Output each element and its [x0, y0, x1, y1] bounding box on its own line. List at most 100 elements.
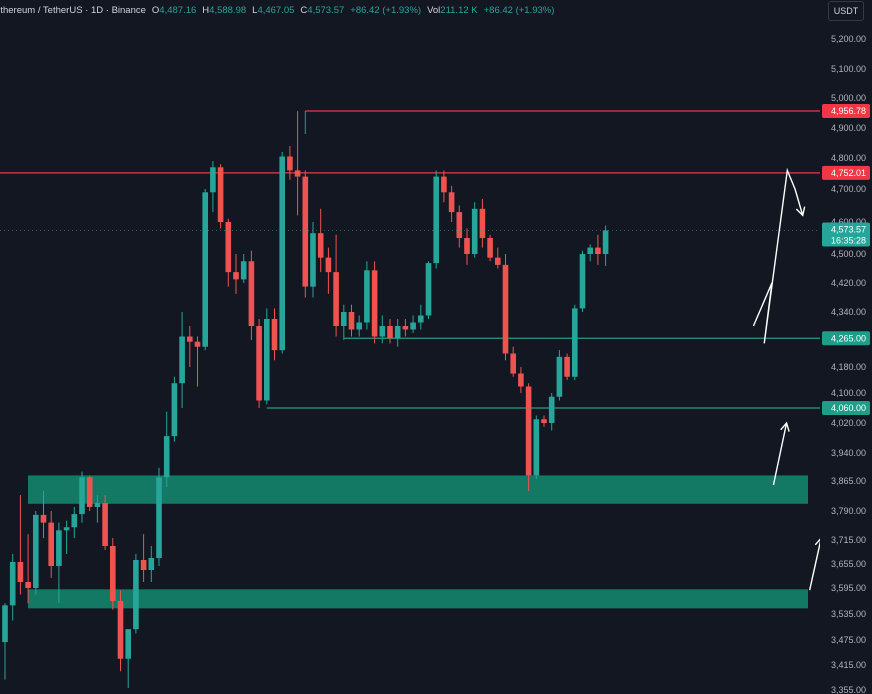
candle: [56, 522, 62, 604]
candle-body: [264, 319, 270, 401]
y-tick-label: 4,180.00: [831, 362, 866, 372]
candle: [187, 326, 193, 367]
y-tick-label: 3,790.00: [831, 506, 866, 516]
candle-body: [217, 167, 224, 222]
candle-body: [325, 257, 332, 273]
candle: [110, 538, 116, 610]
candle-body: [125, 629, 131, 659]
candle-body: [225, 222, 232, 273]
support-zone-1: [28, 475, 808, 504]
candle-body: [48, 522, 54, 566]
candle: [325, 247, 332, 294]
candle-body: [9, 562, 16, 606]
candle: [402, 319, 409, 337]
candle-body: [2, 605, 8, 643]
candle-body: [556, 356, 563, 397]
candle-body: [102, 503, 108, 546]
volume-value: 211.12 K: [440, 4, 478, 16]
candle-body: [541, 419, 547, 423]
price-axis: [820, 22, 872, 694]
candle-body: [525, 386, 532, 476]
candle-body: [510, 353, 516, 374]
candle: [441, 170, 447, 203]
candle: [117, 590, 124, 672]
y-tick-label: 4,900.00: [831, 123, 866, 133]
candle: [348, 304, 355, 337]
candle: [233, 254, 239, 294]
candle-body: [187, 336, 193, 342]
candle-body: [33, 514, 39, 588]
y-tick-label: 4,340.00: [831, 307, 866, 317]
y-tick-label: 4,700.00: [831, 184, 866, 194]
y-tick-label: 5,200.00: [831, 34, 866, 44]
candle: [410, 315, 416, 333]
y-tick-label: 3,535.00: [831, 609, 866, 619]
candle-body: [502, 264, 509, 354]
candle: [287, 146, 293, 180]
candle: [217, 164, 224, 229]
candle: [387, 319, 393, 344]
candle: [210, 161, 216, 213]
projection-arrow-3: [772, 422, 788, 486]
level-tag-label: 4,956.78: [831, 106, 866, 116]
candle: [264, 308, 270, 405]
candle: [518, 367, 524, 393]
candle: [302, 170, 309, 298]
candle-body: [194, 341, 201, 347]
support-zone-2: [28, 589, 808, 609]
currency-button[interactable]: USDT: [828, 1, 864, 21]
candle-body: [548, 396, 555, 423]
candle: [140, 534, 147, 582]
candle-body: [202, 192, 208, 347]
candle-body: [156, 477, 162, 558]
candle: [379, 315, 386, 344]
candle: [487, 234, 493, 262]
candle-body: [240, 261, 247, 280]
candle-body: [448, 192, 455, 213]
y-tick-label: 3,415.00: [831, 660, 866, 670]
y-tick-label: 4,800.00: [831, 153, 866, 163]
candle: [425, 261, 432, 319]
y-tick-label: 3,655.00: [831, 559, 866, 569]
low-value: 4,467.05: [257, 4, 295, 16]
candle-body: [233, 272, 239, 280]
volume-key: Vol: [427, 4, 441, 16]
candle: [48, 511, 54, 578]
candle-body: [479, 208, 486, 238]
candle: [202, 189, 208, 351]
candle: [448, 185, 455, 222]
y-tick-label: 3,865.00: [831, 476, 866, 486]
candle-body: [271, 319, 278, 351]
candle: [279, 152, 285, 354]
candle-body: [117, 601, 124, 659]
level-tag-1: [822, 103, 870, 118]
y-tick-label: 4,100.00: [831, 388, 866, 398]
candle-body: [133, 560, 139, 630]
candle-body: [63, 527, 70, 531]
symbol-title[interactable]: Ethereum / TetherUS · 1D · Binance: [0, 4, 146, 16]
candle: [133, 554, 139, 634]
candle: [40, 491, 47, 539]
candle-body: [17, 562, 24, 582]
level-tag-3: [822, 331, 870, 346]
candle-body: [394, 326, 401, 339]
level-tag-label: 4,752.01: [831, 168, 866, 178]
candle-body: [595, 247, 601, 254]
candle-body: [341, 312, 347, 326]
open-value: 4,487.16: [159, 4, 197, 16]
candle-body: [379, 326, 386, 337]
candle-body: [495, 257, 501, 265]
candle: [86, 475, 93, 511]
projection-arrow-4: [808, 537, 822, 591]
candle-body: [110, 546, 116, 601]
candle-body: [56, 530, 62, 566]
candle: [471, 202, 478, 258]
y-tick-label: 3,355.00: [831, 685, 866, 694]
y-tick-label: 3,715.00: [831, 535, 866, 545]
candle-body: [348, 312, 355, 330]
candle: [163, 411, 170, 487]
candle: [94, 495, 101, 523]
candle: [541, 415, 547, 427]
y-tick-label: 5,000.00: [831, 93, 866, 103]
